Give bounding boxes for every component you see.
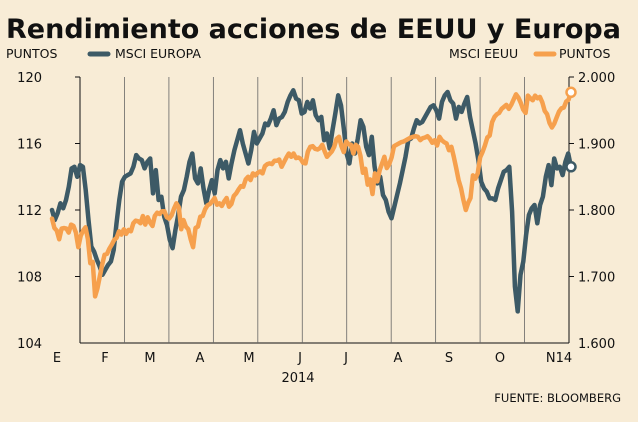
x-tick-label: A: [196, 351, 205, 366]
year-label: 2014: [281, 371, 314, 386]
x-tick-label: J: [343, 351, 348, 366]
series-line-msci-eeuu: [49, 90, 574, 299]
left-tick-label: 108: [17, 271, 42, 286]
x-tick-label: J: [297, 351, 302, 366]
legend-label-msci-eeuu: MSCI EEUU: [449, 46, 518, 61]
right-axis: 1.600 1.700 1.800 1.900 2.000: [569, 71, 615, 352]
right-tick-label: 1.900: [578, 138, 615, 153]
x-tick-label: A: [394, 351, 403, 366]
right-axis-unit: PUNTOS: [559, 46, 611, 61]
x-axis: E F M A M J J A S O N14: [53, 351, 572, 366]
x-tick-label: M: [144, 351, 155, 366]
legend-label-msci-europa: MSCI EUROPA: [115, 46, 201, 61]
left-tick-label: 116: [17, 138, 42, 153]
left-tick-label: 104: [17, 337, 42, 352]
right-tick-label: 1.700: [578, 271, 615, 286]
x-tick-label: F: [101, 351, 108, 366]
series-layer: [49, 86, 577, 314]
left-axis: 104 108 112 116 120: [17, 71, 80, 352]
x-tick-label: M: [243, 351, 254, 366]
x-tick-label: S: [445, 351, 453, 366]
left-tick-label: 112: [17, 204, 42, 219]
legend-left: PUNTOS MSCI EUROPA: [6, 46, 201, 61]
legend-right: MSCI EEUU PUNTOS: [449, 46, 611, 61]
series-line-msci-europa: [49, 88, 574, 314]
right-tick-label: 1.800: [578, 204, 615, 219]
right-tick-label: 1.600: [578, 337, 615, 352]
x-tick-label: N14: [546, 351, 572, 366]
end-marker-msci-europa: [565, 161, 577, 173]
source-label: FUENTE: BLOOMBERG: [494, 391, 621, 405]
chart-title: Rendimiento acciones de EEUU y Europa: [6, 14, 621, 45]
right-tick-label: 2.000: [578, 71, 615, 86]
x-tick-label: O: [495, 351, 505, 366]
grid: [79, 77, 570, 344]
end-marker-msci-eeuu: [565, 86, 577, 99]
left-axis-unit: PUNTOS: [6, 46, 58, 61]
x-tick-label: E: [53, 351, 61, 366]
left-tick-label: 120: [17, 71, 42, 86]
